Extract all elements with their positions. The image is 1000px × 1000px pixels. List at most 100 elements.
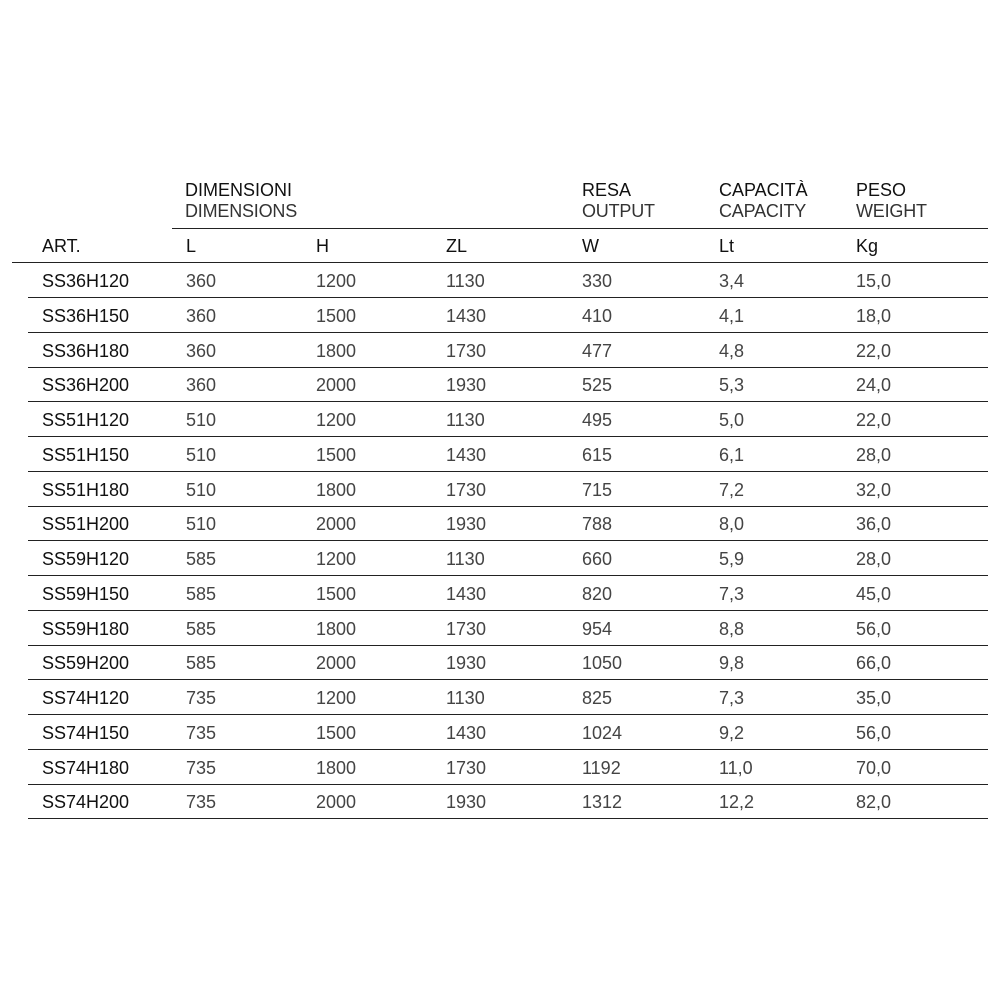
cell-zl: 1130 — [446, 549, 485, 569]
cell-w: 1312 — [582, 792, 623, 813]
cell-l: 585 — [186, 583, 217, 604]
cell-l: 510 — [186, 479, 217, 500]
cell-lt: 11,0 — [719, 757, 753, 778]
column-header-w: W — [582, 236, 599, 256]
cell-l: 510 — [186, 410, 217, 430]
cell-w: 615 — [582, 444, 613, 465]
cell-zl: 1930 — [446, 792, 487, 813]
column-header-divider — [12, 262, 988, 263]
cell-h: 1200 — [316, 549, 357, 569]
cell-w: 715 — [582, 479, 613, 500]
cell-zl: 1130 — [446, 410, 485, 430]
cell-kg: 56,0 — [856, 722, 892, 743]
header-divider — [172, 228, 988, 229]
cell-art: SS51H180 — [42, 479, 130, 500]
cell-lt: 8,0 — [719, 514, 745, 535]
cell-lt: 5,9 — [719, 549, 745, 569]
cell-zl: 1730 — [446, 340, 487, 361]
cell-art: SS74H120 — [42, 688, 130, 708]
cell-l: 735 — [186, 722, 217, 743]
cell-art: SS51H200 — [42, 514, 130, 535]
cell-w: 660 — [582, 549, 613, 569]
cell-l: 510 — [186, 444, 217, 465]
table-row: SS36H120 360 1200 1130 330 3,4 15,0 — [0, 263, 1000, 298]
cell-l: 585 — [186, 653, 217, 674]
cell-h: 1500 — [316, 722, 357, 743]
cell-kg: 22,0 — [856, 410, 892, 430]
group-subtitle-dimensions: DIMENSIONS — [185, 201, 298, 221]
cell-kg: 70,0 — [856, 757, 892, 778]
cell-l: 735 — [186, 688, 217, 708]
cell-lt: 9,2 — [719, 722, 745, 743]
cell-kg: 32,0 — [856, 479, 892, 500]
table-row: SS51H200 510 2000 1930 788 8,0 36,0 — [0, 506, 1000, 542]
cell-w: 1024 — [582, 722, 623, 743]
cell-w: 477 — [582, 340, 613, 361]
table-row: SS36H200 360 2000 1930 525 5,3 24,0 — [0, 367, 1000, 403]
row-divider — [28, 401, 988, 403]
group-title-weight: PESO — [856, 180, 907, 200]
cell-l: 360 — [186, 340, 217, 361]
cell-l: 510 — [186, 514, 217, 535]
cell-lt: 7,3 — [719, 688, 745, 708]
table-row: SS36H150 360 1500 1430 410 4,1 18,0 — [0, 298, 1000, 333]
cell-kg: 28,0 — [856, 549, 892, 569]
cell-lt: 7,3 — [719, 583, 745, 604]
cell-l: 735 — [186, 757, 217, 778]
row-divider — [28, 818, 988, 820]
cell-art: SS36H200 — [42, 375, 130, 396]
column-header-h: H — [316, 236, 329, 256]
row-divider — [28, 540, 988, 542]
cell-h: 1500 — [316, 305, 357, 326]
cell-zl: 1930 — [446, 653, 487, 674]
table-row: SS59H200 585 2000 1930 1050 9,8 66,0 — [0, 645, 1000, 681]
cell-kg: 28,0 — [856, 444, 892, 465]
row-divider — [28, 297, 988, 298]
table-row: SS51H120 510 1200 1130 495 5,0 22,0 — [0, 402, 1000, 437]
column-header-kg: Kg — [856, 236, 879, 256]
cell-zl: 1430 — [446, 444, 487, 465]
group-title-capacity: CAPACITÀ — [719, 180, 808, 200]
cell-h: 1800 — [316, 757, 357, 778]
cell-l: 360 — [186, 271, 217, 291]
row-divider — [28, 714, 988, 715]
column-header-lt: Lt — [719, 236, 735, 256]
cell-art: SS51H150 — [42, 444, 130, 465]
row-divider — [28, 783, 988, 785]
cell-w: 788 — [582, 514, 613, 535]
cell-w: 820 — [582, 583, 613, 604]
cell-w: 1192 — [582, 757, 621, 778]
cell-h: 2000 — [316, 792, 357, 813]
table-row: SS36H180 360 1800 1730 477 4,8 22,0 — [0, 333, 1000, 368]
cell-h: 1800 — [316, 340, 357, 361]
cell-h: 1200 — [316, 688, 357, 708]
row-divider — [28, 609, 988, 611]
cell-kg: 56,0 — [856, 618, 892, 639]
group-subtitle-capacity: CAPACITY — [719, 201, 807, 221]
cell-art: SS59H200 — [42, 653, 130, 674]
row-divider — [28, 748, 988, 750]
cell-kg: 66,0 — [856, 653, 892, 674]
cell-zl: 1930 — [446, 375, 487, 396]
cell-w: 330 — [582, 271, 613, 291]
table-row: SS74H120 735 1200 1130 825 7,3 35,0 — [0, 680, 1000, 715]
cell-lt: 5,0 — [719, 410, 745, 430]
cell-w: 495 — [582, 410, 613, 430]
cell-kg: 15,0 — [856, 271, 892, 291]
cell-kg: 36,0 — [856, 514, 892, 535]
row-divider — [28, 470, 988, 472]
column-header-zl: ZL — [446, 236, 468, 256]
cell-w: 954 — [582, 618, 613, 639]
group-title-dimensions: DIMENSIONI — [185, 180, 293, 200]
row-divider — [28, 505, 988, 507]
cell-lt: 9,8 — [719, 653, 745, 674]
group-subtitle-output: OUTPUT — [582, 201, 655, 221]
cell-art: SS51H120 — [42, 410, 130, 430]
row-divider — [28, 436, 988, 437]
cell-lt: 4,1 — [719, 305, 745, 326]
cell-lt: 5,3 — [719, 375, 745, 396]
cell-art: SS36H150 — [42, 305, 130, 326]
table-row: SS74H200 735 2000 1930 1312 12,2 82,0 — [0, 784, 1000, 820]
cell-zl: 1430 — [446, 305, 487, 326]
cell-zl: 1730 — [446, 479, 487, 500]
